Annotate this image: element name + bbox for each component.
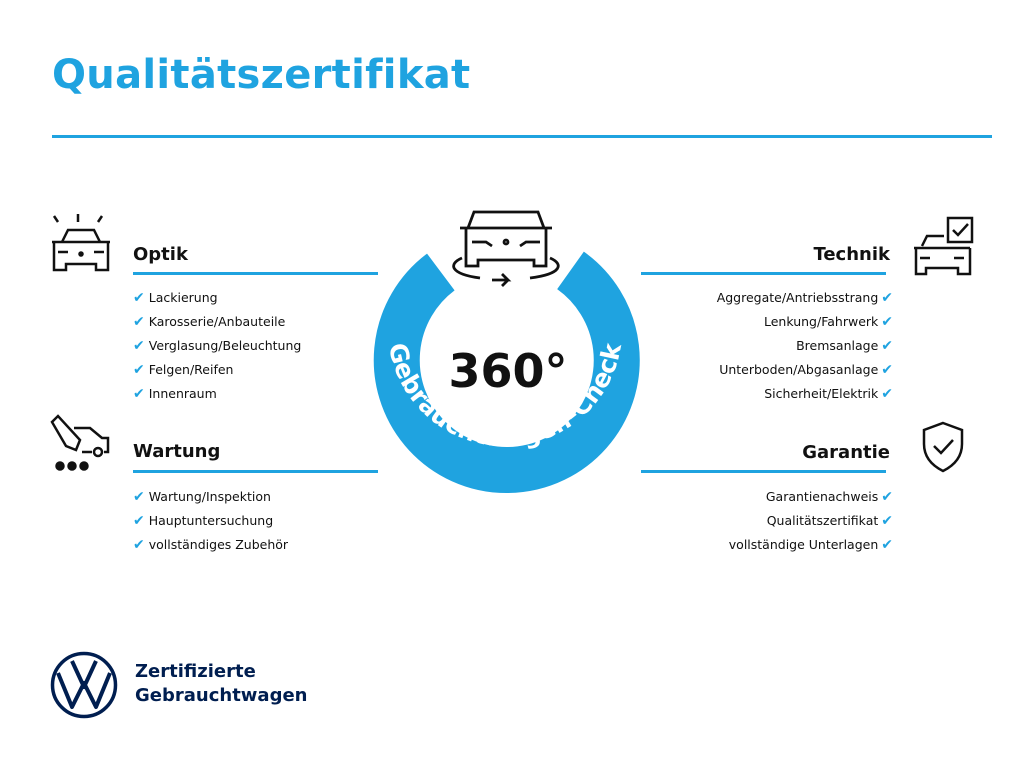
check-icon: ✔ [133, 362, 145, 378]
garantie-list: Garantienachweis ✔ Qualitätszertifikat ✔ v… [729, 485, 893, 557]
list-item: ✔ Innenraum [133, 386, 217, 402]
check-icon: ✔ [881, 362, 893, 378]
list-item: Bremsanlage ✔ [796, 338, 893, 354]
car-checklist-icon [914, 216, 974, 276]
car-360-icon [452, 210, 560, 287]
shield-check-icon [922, 421, 964, 473]
check-icon: ✔ [881, 314, 893, 330]
car-lights-icon [52, 214, 110, 272]
list-item: Unterboden/Abgasanlage ✔ [719, 362, 893, 378]
list-item: Aggregate/Antriebsstrang ✔ [716, 290, 893, 306]
garantie-heading: Garantie [802, 442, 890, 463]
optik-heading: Optik [133, 244, 188, 265]
footer-line2: Gebrauchtwagen [135, 685, 308, 706]
360-check-badge: 360° Gebrauchtwagen-Check [373, 210, 640, 494]
wartung-list: ✔ Wartung/Inspektion ✔ Hauptuntersuchung ✔… [133, 485, 288, 557]
check-icon: ✔ [133, 290, 145, 306]
technik-list: Aggregate/Antriebsstrang ✔ Lenkung/Fahrwe… [717, 286, 893, 406]
footer-brand-text: Zertifizierte Gebrauchtwagen [135, 660, 307, 708]
check-icon: ✔ [881, 386, 893, 402]
badge-ring [373, 251, 640, 494]
check-icon: ✔ [881, 537, 893, 553]
check-icon: ✔ [133, 537, 145, 553]
list-item: vollständige Unterlagen ✔ [728, 537, 893, 553]
optik-list: ✔ Lackierung ✔ Karosserie/Anbauteile ✔ Verg… [133, 286, 301, 406]
garantie-divider [641, 470, 886, 473]
list-item: Lenkung/Fahrwerk ✔ [764, 314, 893, 330]
list-item: ✔ Karosserie/Anbauteile [133, 314, 286, 330]
check-icon: ✔ [881, 513, 893, 529]
list-item: ✔ vollständiges Zubehör [133, 537, 289, 553]
vw-logo [50, 651, 118, 719]
list-item: ✔ Wartung/Inspektion [133, 489, 271, 505]
technik-heading: Technik [813, 244, 890, 265]
service-van-icon [50, 414, 110, 471]
list-item: ✔ Verglasung/Beleuchtung [133, 338, 302, 354]
list-item: Sicherheit/Elektrik ✔ [764, 386, 893, 402]
check-icon: ✔ [133, 513, 145, 529]
check-icon: ✔ [133, 489, 145, 505]
list-item: ✔ Lackierung [133, 290, 218, 306]
check-icon: ✔ [133, 314, 145, 330]
page-title: Qualitätszertifikat [52, 52, 471, 98]
list-item: ✔ Hauptuntersuchung [133, 513, 274, 529]
list-item: Qualitätszertifikat ✔ [766, 513, 893, 529]
check-icon: ✔ [881, 338, 893, 354]
title-divider [52, 135, 992, 138]
check-icon: ✔ [881, 489, 893, 505]
check-icon: ✔ [881, 290, 893, 306]
list-item: Garantienachweis ✔ [765, 489, 893, 505]
check-icon: ✔ [133, 338, 145, 354]
list-item: ✔ Felgen/Reifen [133, 362, 234, 378]
footer-line1: Zertifizierte [135, 661, 256, 682]
check-icon: ✔ [133, 386, 145, 402]
wartung-heading: Wartung [133, 441, 221, 462]
optik-divider [133, 272, 378, 275]
technik-divider [641, 272, 886, 275]
wartung-divider [133, 470, 378, 473]
360-label: 360° [448, 344, 567, 398]
